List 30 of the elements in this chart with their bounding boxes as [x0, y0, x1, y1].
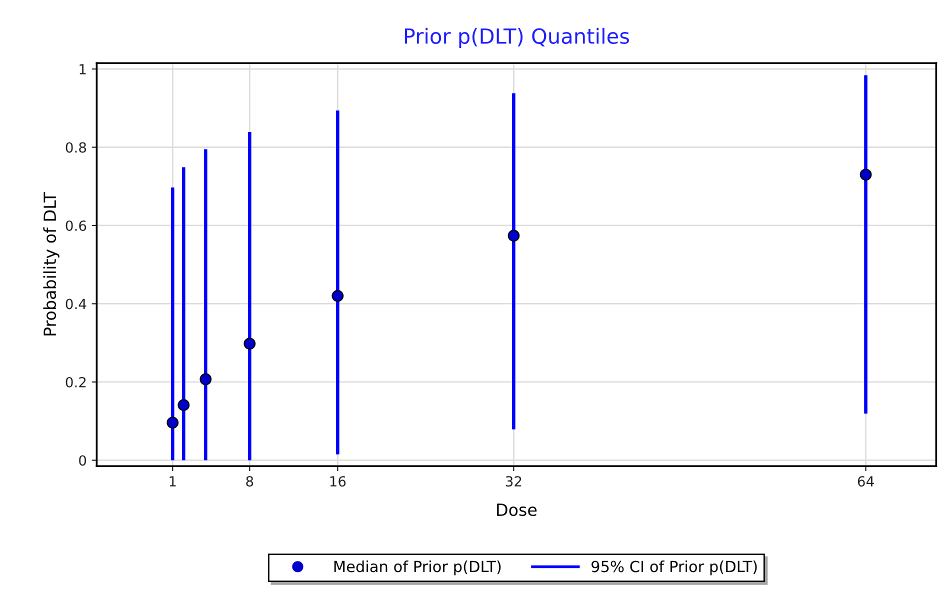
- point: [332, 290, 344, 302]
- point: [178, 399, 190, 411]
- point: [508, 230, 520, 242]
- bar: [864, 75, 868, 414]
- y-tick-label: 0.6: [66, 220, 86, 231]
- x-tick-label: 1: [170, 476, 176, 486]
- bar: [182, 167, 186, 460]
- y-tick-label: 0.8: [66, 142, 86, 153]
- y-tick-label: 0: [79, 455, 86, 466]
- bar: [248, 132, 252, 460]
- bar: [204, 149, 208, 460]
- chart-title: Prior p(DLT) Quantiles: [404, 28, 629, 48]
- y-axis-title: Probability of DLT: [43, 192, 60, 336]
- y-tick-label: 1: [80, 64, 86, 74]
- point: [244, 338, 256, 350]
- bar: [336, 110, 340, 454]
- x-tick-label: 64: [858, 476, 874, 487]
- point: [200, 373, 212, 386]
- point: [166, 416, 179, 429]
- y-tick-label: 0.2: [66, 376, 86, 388]
- legend-label: 95% CI of Prior p(DLT): [592, 560, 757, 576]
- x-axis-title: Dose: [497, 504, 537, 516]
- legend-label: Median of Prior p(DLT): [334, 560, 501, 576]
- point: [860, 168, 872, 181]
- bar: [170, 188, 174, 460]
- x-tick-label: 8: [246, 476, 254, 487]
- x-tick-label: 16: [330, 476, 346, 487]
- bar: [512, 93, 516, 430]
- y-tick-label: 0.4: [66, 298, 86, 310]
- x-tick-label: 32: [506, 476, 522, 487]
